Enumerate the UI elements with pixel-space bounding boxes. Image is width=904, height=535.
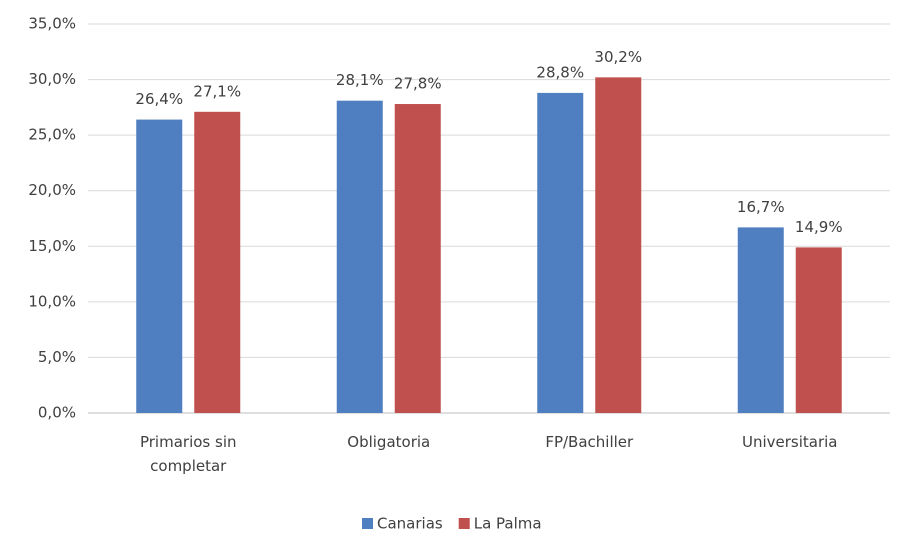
bar	[795, 247, 842, 413]
y-tick-label: 35,0%	[28, 15, 76, 33]
data-label: 28,8%	[536, 63, 584, 81]
x-tick-label: Obligatoria	[347, 433, 431, 451]
x-tick-label: Universitaria	[741, 433, 838, 451]
legend-swatch	[458, 518, 470, 529]
data-label: 28,1%	[336, 71, 384, 89]
legend-label: Canarias	[377, 515, 443, 533]
bar	[194, 111, 241, 413]
y-tick-label: 10,0%	[28, 292, 76, 310]
bar	[595, 77, 642, 413]
x-tick-label: Primarios sin completar	[139, 433, 237, 475]
data-label: 16,7%	[737, 198, 785, 216]
bar	[336, 100, 383, 413]
data-label: 14,9%	[795, 218, 843, 236]
data-label: 26,4%	[135, 90, 183, 108]
legend-swatch	[362, 518, 373, 529]
data-label: 30,2%	[594, 48, 642, 66]
data-label: 27,1%	[193, 82, 241, 100]
y-tick-label: 0,0%	[38, 404, 76, 422]
y-tick-label: 5,0%	[38, 348, 76, 366]
bar	[136, 119, 183, 413]
y-tick-label: 15,0%	[28, 237, 76, 255]
y-tick-label: 25,0%	[28, 126, 76, 144]
bar	[394, 104, 441, 413]
x-tick-label: FP/Bachiller	[545, 433, 634, 451]
data-label: 27,8%	[394, 75, 442, 93]
y-tick-label: 30,0%	[28, 70, 76, 88]
y-tick-label: 20,0%	[28, 181, 76, 199]
bar	[537, 92, 584, 413]
legend-label: La Palma	[474, 515, 542, 533]
bar	[737, 227, 784, 413]
